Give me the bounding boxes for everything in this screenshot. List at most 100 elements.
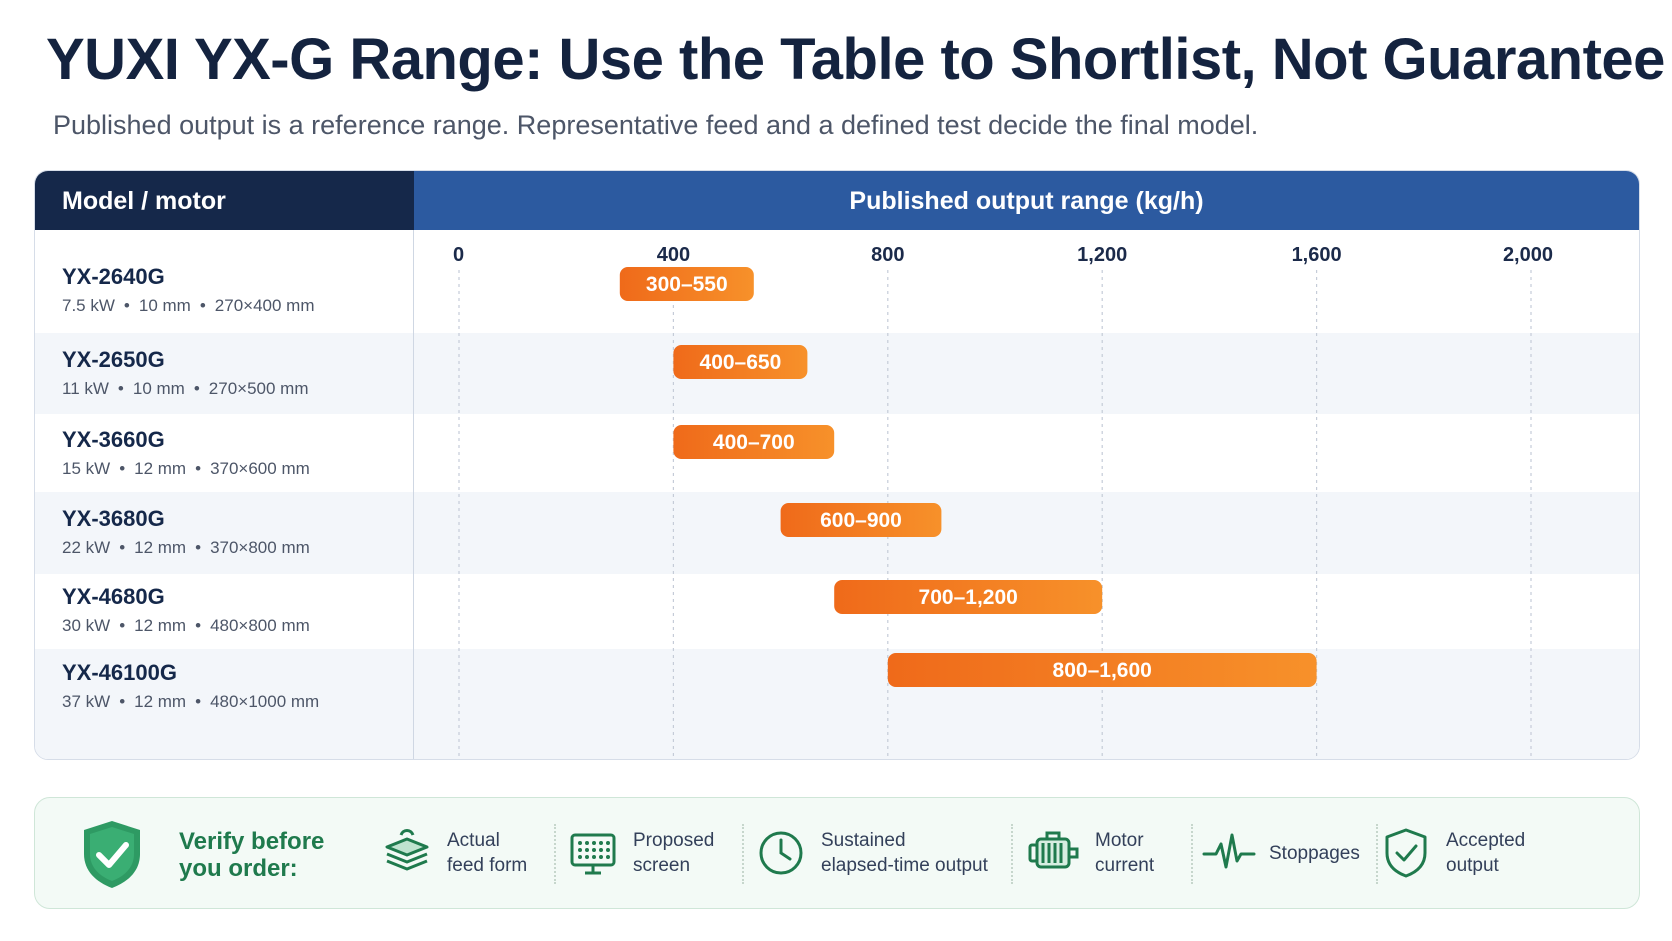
model-column-header: Model / motor: [35, 171, 414, 230]
motor-power: 37 kW: [62, 692, 111, 711]
page-title: YUXI YX-G Range: Use the Table to Shortl…: [46, 27, 1665, 92]
range-bar: [619, 267, 754, 301]
range-bar: [780, 503, 942, 537]
gap-size: 12 mm: [134, 459, 187, 478]
chamber-size: 480×1000 mm: [210, 692, 320, 711]
chamber-size: 480×800 mm: [210, 616, 310, 635]
verify-item-label: Motor current: [1095, 830, 1155, 876]
model-specs: 22 kW • 12 mm • 370×800 mm: [62, 538, 310, 558]
range-bar: [887, 653, 1317, 687]
separator-dot: •: [195, 616, 202, 635]
table-row: YX-2640G 7.5 kW • 10 mm • 270×400 mm: [35, 230, 413, 333]
motor-power: 22 kW: [62, 538, 111, 557]
verify-item-label: Actual feed form: [447, 830, 528, 876]
verify-item: Actual feed form: [379, 820, 527, 886]
model-name: YX-2650G: [62, 347, 165, 372]
separator-dot: •: [119, 616, 126, 635]
chamber-size: 370×800 mm: [210, 538, 310, 557]
chamber-size: 270×400 mm: [214, 296, 315, 315]
verify-item-label: Proposed screen: [633, 830, 715, 876]
verify-item: Motor current: [1027, 820, 1154, 886]
bar-value-label: 800–1,600: [1053, 659, 1152, 682]
verify-panel: Verify before you order: Actual feed for…: [34, 797, 1640, 909]
chamber-size: 370×600 mm: [210, 459, 310, 478]
gap-size: 10 mm: [132, 379, 185, 398]
separator-dot: •: [119, 459, 126, 478]
model-name: YX-3680G: [62, 506, 165, 531]
separator-dot: •: [119, 538, 126, 557]
model-cell: YX-3660G 15 kW • 12 mm • 370×600 mm: [62, 427, 310, 479]
bar-value-label: 300–550: [646, 273, 728, 296]
separator-dot: •: [119, 692, 126, 711]
x-tick-label: 2,000: [1503, 244, 1553, 266]
range-bar: [673, 425, 835, 459]
motor-power: 30 kW: [62, 616, 111, 635]
table-row: YX-3660G 15 kW • 12 mm • 370×600 mm: [35, 414, 413, 492]
divider: [742, 824, 744, 884]
model-specs: 15 kW • 12 mm • 370×600 mm: [62, 459, 310, 479]
model-specs: 11 kW • 10 mm • 270×500 mm: [62, 379, 309, 399]
table-row: YX-3680G 22 kW • 12 mm • 370×800 mm: [35, 492, 413, 574]
divider: [1191, 824, 1193, 884]
page-subtitle: Published output is a reference range. R…: [53, 110, 1259, 140]
pulse-icon: [1201, 825, 1257, 881]
model-cell: YX-46100G 37 kW • 12 mm • 480×1000 mm: [62, 660, 319, 712]
separator-dot: •: [123, 296, 130, 315]
separator-dot: •: [195, 692, 202, 711]
separator-dot: •: [193, 379, 200, 398]
separator-dot: •: [195, 459, 202, 478]
divider: [554, 824, 556, 884]
model-column: YX-2640G 7.5 kW • 10 mm • 270×400 mm YX-2650…: [35, 230, 414, 759]
shield-check-icon: [1378, 825, 1434, 881]
row-band: [414, 414, 1639, 492]
row-band: [414, 230, 1639, 333]
x-tick-label: 400: [657, 244, 690, 266]
model-specs: 37 kW • 12 mm • 480×1000 mm: [62, 692, 319, 712]
model-specs: 7.5 kW • 10 mm • 270×400 mm: [62, 296, 314, 316]
range-bar: [834, 580, 1103, 614]
motor-power: 11 kW: [62, 379, 109, 398]
motor-icon: [1027, 825, 1083, 881]
motor-power: 7.5 kW: [62, 296, 115, 315]
model-name: YX-46100G: [62, 660, 177, 685]
verify-item: Proposed screen: [565, 820, 714, 886]
verify-item-label: Sustained elapsed-time output: [821, 830, 988, 876]
table-row: YX-4680G 30 kW • 12 mm • 480×800 mm: [35, 574, 413, 649]
separator-dot: •: [195, 538, 202, 557]
shield-check-icon: [79, 818, 145, 890]
verify-item: Stoppages: [1201, 820, 1360, 886]
gap-size: 10 mm: [138, 296, 191, 315]
model-cell: YX-4680G 30 kW • 12 mm • 480×800 mm: [62, 584, 310, 636]
bar-value-label: 400–700: [713, 431, 795, 454]
x-tick-label: 1,600: [1292, 244, 1342, 266]
model-name: YX-4680G: [62, 584, 165, 609]
verify-item-label: Stoppages: [1269, 842, 1360, 864]
range-bar: [673, 345, 808, 379]
gap-size: 12 mm: [134, 616, 187, 635]
bar-value-label: 600–900: [820, 509, 902, 532]
divider: [1376, 824, 1378, 884]
verify-title: Verify before you order:: [179, 828, 325, 882]
chamber-size: 270×500 mm: [208, 379, 309, 398]
layers-icon: [379, 825, 435, 881]
model-specs: 30 kW • 12 mm • 480×800 mm: [62, 616, 310, 636]
row-band: [414, 333, 1639, 414]
output-range-chart: 0 400 800 1,200 1,600 2,000 300–550 400–650 400–…: [414, 230, 1639, 759]
gap-size: 12 mm: [134, 538, 187, 557]
separator-dot: •: [117, 379, 124, 398]
model-name: YX-3660G: [62, 427, 165, 452]
model-cell: YX-2640G 7.5 kW • 10 mm • 270×400 mm: [62, 264, 314, 316]
motor-power: 15 kW: [62, 459, 111, 478]
separator-dot: •: [199, 296, 206, 315]
verify-item: Sustained elapsed-time output: [753, 820, 988, 886]
output-column-header: Published output range (kg/h): [414, 171, 1639, 230]
x-tick-label: 800: [871, 244, 904, 266]
divider: [1011, 824, 1013, 884]
verify-item-label: Accepted output: [1446, 830, 1526, 876]
bar-value-label: 700–1,200: [919, 586, 1018, 609]
output-table: Model / motor Published output range (kg…: [34, 170, 1640, 760]
x-tick-label: 1,200: [1077, 244, 1127, 266]
model-name: YX-2640G: [62, 264, 165, 289]
clock-icon: [753, 825, 809, 881]
model-cell: YX-2650G 11 kW • 10 mm • 270×500 mm: [62, 347, 309, 399]
